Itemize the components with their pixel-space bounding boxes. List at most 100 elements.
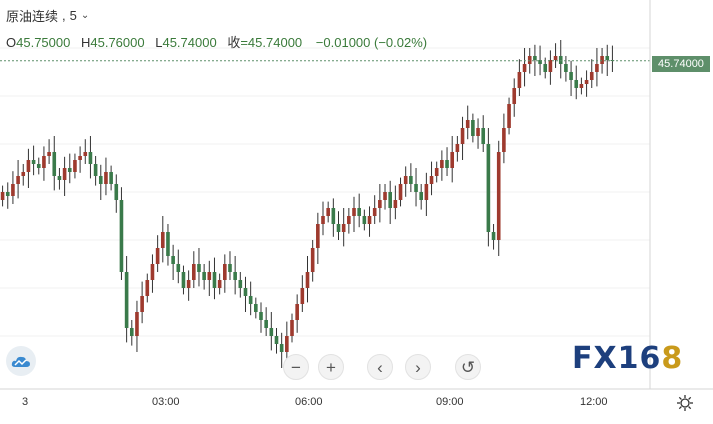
- candle-body: [166, 232, 170, 256]
- candle-body: [269, 328, 274, 336]
- candle-body: [171, 256, 175, 264]
- candle-body: [295, 304, 299, 320]
- candle-body: [347, 216, 351, 224]
- candle-body: [5, 192, 10, 196]
- candle-body: [372, 208, 377, 216]
- candle-body: [321, 216, 325, 224]
- candle-body: [21, 172, 26, 176]
- candle-body: [160, 232, 165, 248]
- candle-body: [0, 192, 5, 200]
- zoom-in-button[interactable]: +: [318, 354, 344, 380]
- fx168-logo: FX168: [572, 341, 684, 376]
- candle-body: [574, 80, 579, 88]
- candle-body: [202, 272, 206, 280]
- candle-body: [93, 164, 98, 176]
- candle-body: [135, 312, 139, 336]
- candle-body: [548, 60, 553, 72]
- candle-body: [471, 120, 475, 136]
- cloud-logo-icon[interactable]: [6, 346, 36, 376]
- candle-body: [486, 144, 491, 232]
- candle-body: [176, 264, 181, 272]
- candle-body: [383, 192, 387, 200]
- candle-body: [579, 84, 584, 88]
- candle-body: [455, 144, 460, 152]
- candle-body: [186, 280, 191, 288]
- candle-body: [114, 184, 119, 200]
- candle-body: [341, 224, 346, 232]
- candle-body: [104, 172, 108, 184]
- candle-body: [424, 184, 429, 200]
- candle-body: [460, 128, 465, 144]
- candle-body: [228, 264, 232, 272]
- candle-body: [238, 280, 243, 288]
- candle-body: [367, 216, 372, 224]
- zoom-out-button[interactable]: −: [283, 354, 309, 380]
- candle-body: [605, 56, 610, 60]
- scroll-right-button[interactable]: ›: [405, 354, 431, 380]
- candle-body: [362, 216, 367, 224]
- candle-body: [419, 192, 424, 200]
- candle-body: [223, 264, 227, 280]
- candle-body: [496, 152, 501, 240]
- high-value: H45.76000: [80, 35, 145, 50]
- candle-body: [73, 160, 77, 172]
- candle-body: [600, 56, 604, 64]
- candle-body: [207, 272, 212, 280]
- close-value: 收=45.74000: [227, 35, 303, 50]
- reset-chart-button[interactable]: ↺: [455, 354, 481, 380]
- candle-body: [181, 272, 186, 288]
- candle-body: [553, 56, 558, 60]
- candle-body: [290, 320, 294, 336]
- candle-body: [254, 304, 258, 312]
- candle-body: [507, 104, 511, 128]
- candle-body: [217, 280, 222, 288]
- candle-body: [197, 264, 201, 272]
- candle-body: [517, 72, 522, 88]
- candle-body: [259, 312, 263, 320]
- candle-body: [527, 56, 532, 64]
- candle-body: [285, 336, 289, 352]
- time-tick-3: 09:00: [436, 396, 464, 408]
- candle-body: [336, 224, 341, 232]
- candle-body: [445, 160, 449, 168]
- candle-body: [450, 152, 455, 168]
- candle-body: [564, 64, 568, 72]
- candle-body: [434, 168, 439, 176]
- candle-body: [331, 208, 336, 224]
- candle-body: [42, 156, 46, 168]
- candle-body: [476, 128, 480, 136]
- candle-body: [83, 152, 88, 156]
- candle-body: [326, 208, 330, 216]
- open-value: O45.75000: [6, 35, 71, 50]
- candle-body: [67, 168, 72, 172]
- gear-icon[interactable]: [676, 394, 694, 412]
- candle-body: [502, 128, 506, 152]
- symbol-label[interactable]: 原油连续: [6, 9, 59, 24]
- candle-body: [595, 64, 599, 72]
- candle-body: [403, 176, 408, 184]
- scroll-left-button[interactable]: ‹: [367, 354, 393, 380]
- candle-body: [274, 336, 279, 344]
- time-tick-1: 03:00: [152, 396, 180, 408]
- candle-body: [491, 232, 496, 240]
- candle-body: [109, 172, 113, 184]
- candle-body: [388, 192, 392, 208]
- candle-body: [98, 176, 103, 184]
- candle-body: [150, 264, 155, 280]
- candle-body: [569, 72, 573, 80]
- candle-body: [589, 72, 594, 80]
- candle-body: [543, 64, 548, 72]
- candle-body: [538, 60, 542, 64]
- low-value: L45.74000: [155, 35, 217, 50]
- candle-body: [414, 184, 418, 192]
- candle-body: [52, 152, 57, 176]
- candle-body: [248, 296, 253, 304]
- candle-body: [305, 272, 310, 288]
- candle-body: [36, 164, 41, 168]
- candle-body: [119, 200, 124, 272]
- interval-label[interactable]: 5: [69, 8, 77, 23]
- chevron-down-icon[interactable]: ⌄: [80, 10, 90, 21]
- candle-body: [584, 80, 589, 84]
